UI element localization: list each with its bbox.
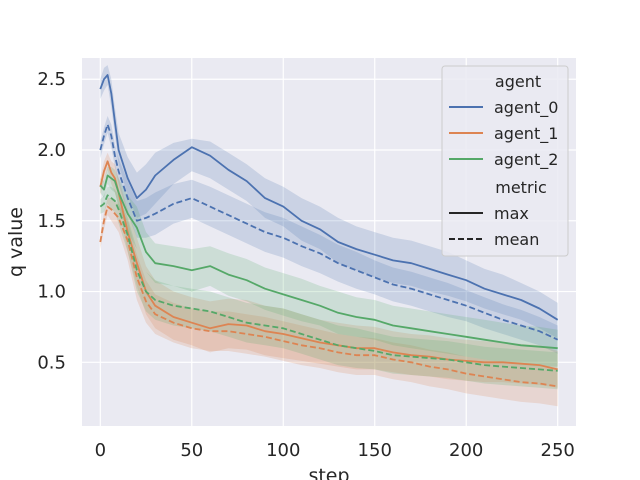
- confidence-bands: [100, 65, 558, 407]
- x-tick-label: 150: [358, 440, 392, 461]
- legend-label-agent-1: agent_1: [494, 124, 558, 144]
- legend-title-metric: metric: [495, 178, 547, 197]
- x-axis-label: step: [308, 465, 349, 480]
- legend-label-mean: mean: [494, 230, 539, 249]
- line-agent-0-mean: [99, 123, 559, 341]
- legend: agent agent_0 agent_1 agent_2 metric max…: [441, 65, 569, 257]
- legend-label-max: max: [494, 204, 529, 223]
- legend-label-agent-2: agent_2: [494, 150, 558, 170]
- series-lines: [99, 74, 559, 388]
- y-tick-labels: 0.5 1.0 1.5 2.0 2.5: [37, 69, 66, 373]
- y-tick-label: 1.5: [37, 211, 66, 232]
- y-tick-label: 0.5: [37, 352, 66, 373]
- legend-box: [441, 65, 569, 257]
- y-axis-label: q value: [5, 207, 27, 277]
- band-agent-0-max: [100, 65, 558, 339]
- x-tick-label: 0: [95, 440, 106, 461]
- line-agent-2-max: [99, 174, 558, 350]
- legend-label-agent-0: agent_0: [494, 98, 558, 118]
- y-tick-label: 2.5: [37, 69, 66, 90]
- band-agent-0-mean: [100, 116, 558, 354]
- x-tick-label: 250: [541, 440, 575, 461]
- band-agent-2-max: [100, 167, 558, 367]
- x-tick-label: 200: [449, 440, 483, 461]
- line-agent-1-mean: [99, 205, 558, 388]
- line-agent-1-max: [99, 160, 558, 371]
- line-agent-0-max: [99, 74, 559, 321]
- line-agent-2-mean: [99, 194, 558, 372]
- band-agent-1-max: [100, 152, 558, 388]
- y-tick-label: 2.0: [37, 140, 66, 161]
- legend-title-agent: agent: [495, 72, 541, 91]
- x-tick-label: 50: [180, 440, 203, 461]
- x-tick-label: 100: [266, 440, 300, 461]
- x-tick-labels: 0 50 100 150 200 250: [95, 440, 575, 461]
- band-agent-2-mean: [100, 186, 558, 390]
- band-agent-1-mean: [100, 198, 558, 407]
- y-tick-label: 1.0: [37, 282, 66, 303]
